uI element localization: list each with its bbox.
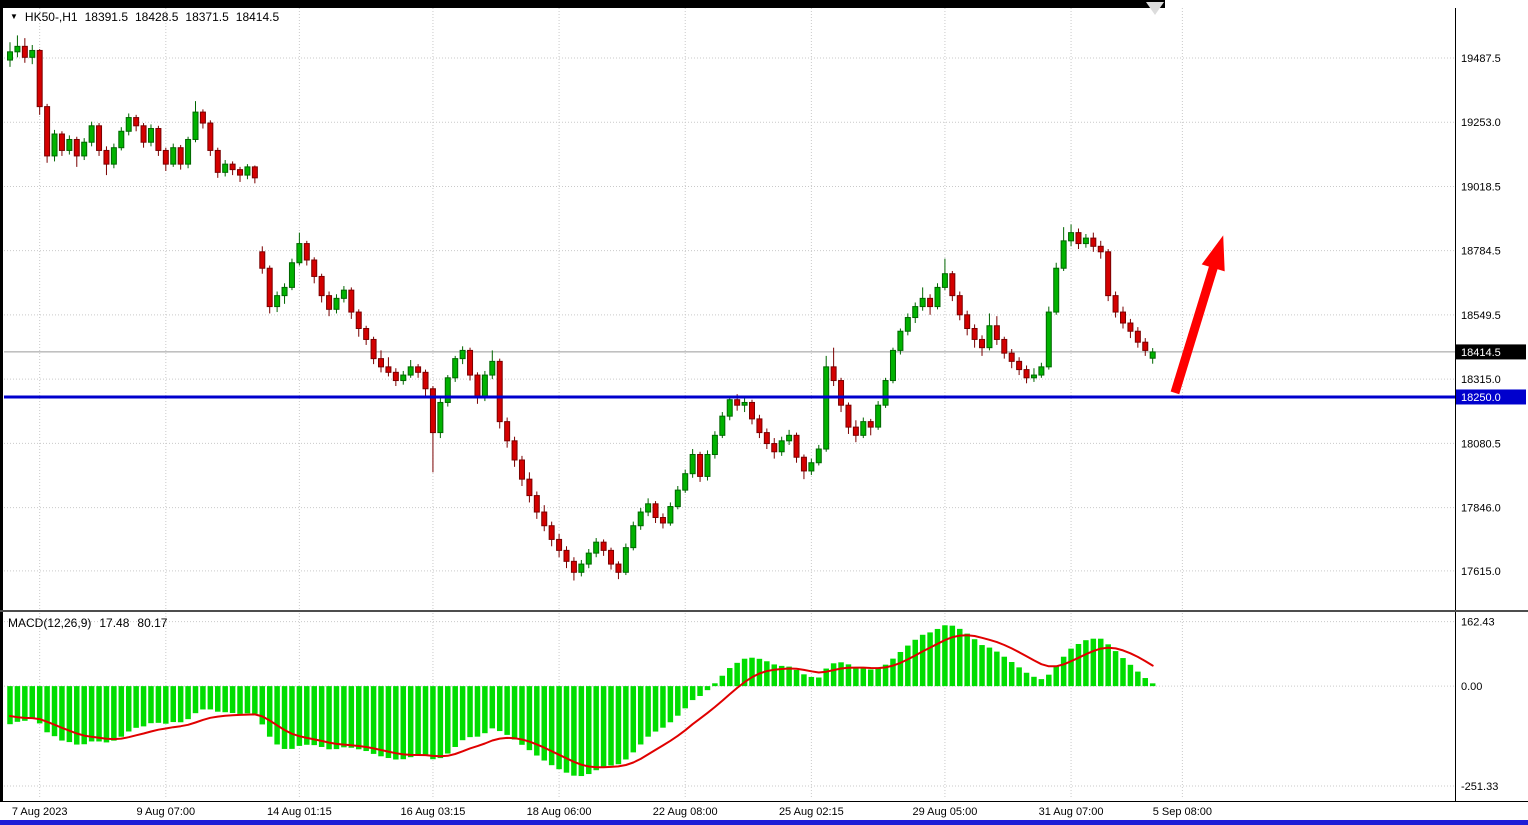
support-price-tag: 18250.0 <box>1456 389 1526 405</box>
chart-ohlc-header: ▼ HK50-,H1 18391.5 18428.5 18371.5 18414… <box>10 10 279 24</box>
price-axis-label: 18549.5 <box>1461 310 1501 322</box>
ohlc-low-value: 18371.5 <box>185 10 229 24</box>
macd-signal-value: 80.17 <box>137 616 168 630</box>
macd-histogram <box>7 625 1156 777</box>
time-axis-label: 18 Aug 06:00 <box>527 806 592 818</box>
price-axis-label: 17615.0 <box>1461 566 1501 578</box>
symbol-timeframe-label: HK50-,H1 <box>24 10 78 24</box>
time-axis[interactable]: 7 Aug 2023 9 Aug 07:00 14 Aug 01:15 16 Aug … <box>12 806 1212 818</box>
macd-signal-line <box>9 634 1154 769</box>
price-axis-label: 19253.0 <box>1461 117 1501 129</box>
time-axis-label: 29 Aug 05:00 <box>912 806 977 818</box>
ohlc-high-value: 18428.5 <box>135 10 179 24</box>
current-price-label: 18414.5 <box>1461 347 1501 359</box>
price-axis-label: 18784.5 <box>1461 246 1501 258</box>
time-axis-label: 25 Aug 02:15 <box>779 806 844 818</box>
macd-axis-label: -251.33 <box>1461 781 1498 793</box>
candlesticks <box>7 35 1156 581</box>
time-axis-label: 5 Sep 08:00 <box>1153 806 1212 818</box>
time-axis-label: 7 Aug 2023 <box>12 806 68 818</box>
macd-main-value: 17.48 <box>99 616 130 630</box>
symbol-dropdown-icon: ▼ <box>10 12 18 21</box>
price-axis-label: 19487.5 <box>1461 53 1501 65</box>
price-axis-label: 17846.0 <box>1461 503 1501 515</box>
current-price-tag: 18414.5 <box>1456 344 1526 360</box>
macd-indicator-label: MACD(12,26,9) 17.48 80.17 <box>8 616 167 630</box>
time-axis-label: 16 Aug 03:15 <box>401 806 466 818</box>
time-axis-label: 31 Aug 07:00 <box>1039 806 1104 818</box>
ohlc-close-value: 18414.5 <box>235 10 280 24</box>
support-price-label: 18250.0 <box>1461 392 1501 404</box>
trend-arrow[interactable] <box>1170 235 1225 395</box>
price-axis-label: 18080.5 <box>1461 438 1501 450</box>
time-axis-label: 14 Aug 01:15 <box>267 806 332 818</box>
price-axis[interactable]: 19487.5 19253.0 19018.5 18784.5 18549.5 18315… <box>1461 53 1501 578</box>
ohlc-open-value: 18391.5 <box>84 10 128 24</box>
macd-axis[interactable]: 162.43 0.00 -251.33 <box>1461 617 1498 793</box>
pane-borders <box>0 0 1528 802</box>
macd-axis-label: 162.43 <box>1461 617 1495 629</box>
chart-shift-marker-icon[interactable] <box>1146 2 1164 15</box>
price-axis-label: 18315.0 <box>1461 374 1501 386</box>
price-axis-label: 19018.5 <box>1461 181 1501 193</box>
macd-name: MACD(12,26,9) <box>8 616 92 630</box>
time-axis-label: 9 Aug 07:00 <box>136 806 195 818</box>
macd-axis-label: 0.00 <box>1461 681 1482 693</box>
window-top-bar <box>0 0 1165 8</box>
window-bottom-edge <box>0 820 1528 825</box>
time-axis-label: 22 Aug 08:00 <box>653 806 718 818</box>
